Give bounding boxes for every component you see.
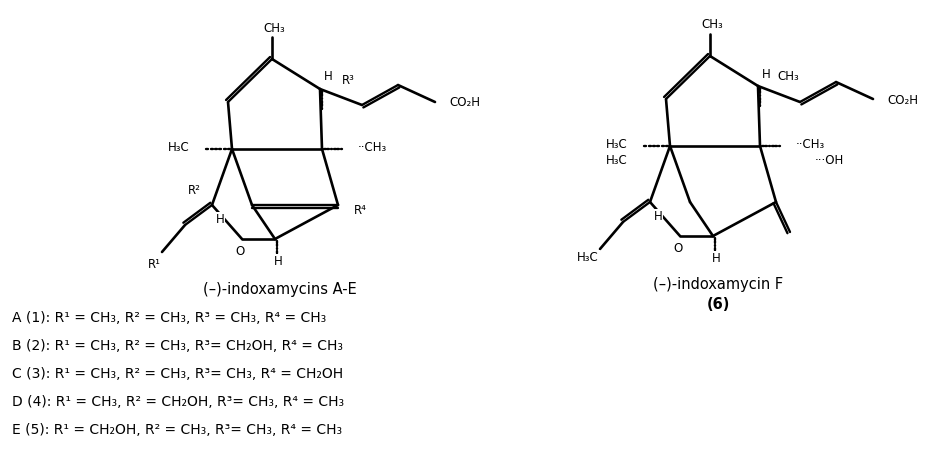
Text: R²: R² — [188, 184, 200, 197]
Text: (–)-indoxamycin F: (–)-indoxamycin F — [653, 277, 784, 292]
Text: CH₃: CH₃ — [263, 22, 285, 34]
Text: A (1): R¹ = CH₃, R² = CH₃, R³ = CH₃, R⁴ = CH₃: A (1): R¹ = CH₃, R² = CH₃, R³ = CH₃, R⁴ … — [12, 310, 326, 325]
Text: H₃C: H₃C — [168, 141, 190, 154]
Text: H₃C: H₃C — [606, 154, 628, 167]
Text: H: H — [324, 70, 332, 84]
Text: H: H — [216, 213, 224, 226]
Text: H: H — [654, 210, 662, 223]
Text: R¹: R¹ — [148, 258, 161, 271]
Text: E (5): R¹ = CH₂OH, R² = CH₃, R³= CH₃, R⁴ = CH₃: E (5): R¹ = CH₂OH, R² = CH₃, R³= CH₃, R⁴… — [12, 422, 342, 436]
Text: H: H — [712, 252, 720, 265]
Text: D (4): R¹ = CH₃, R² = CH₂OH, R³= CH₃, R⁴ = CH₃: D (4): R¹ = CH₃, R² = CH₂OH, R³= CH₃, R⁴… — [12, 394, 344, 408]
Text: C (3): R¹ = CH₃, R² = CH₃, R³= CH₃, R⁴ = CH₂OH: C (3): R¹ = CH₃, R² = CH₃, R³= CH₃, R⁴ =… — [12, 366, 343, 380]
Text: ··CH₃: ··CH₃ — [796, 138, 826, 151]
Text: H₃C: H₃C — [577, 251, 599, 264]
Text: CO₂H: CO₂H — [887, 93, 918, 106]
Text: ··CH₃: ··CH₃ — [358, 141, 387, 154]
Text: R³: R³ — [341, 73, 354, 86]
Text: R⁴: R⁴ — [353, 204, 367, 217]
Text: H: H — [274, 255, 282, 268]
Text: O: O — [236, 245, 245, 258]
Text: B (2): R¹ = CH₃, R² = CH₃, R³= CH₂OH, R⁴ = CH₃: B (2): R¹ = CH₃, R² = CH₃, R³= CH₂OH, R⁴… — [12, 338, 343, 352]
Text: O: O — [673, 242, 683, 255]
Text: H: H — [762, 67, 770, 80]
Text: CH₃: CH₃ — [777, 70, 798, 84]
Text: (–)-indoxamycins A-E: (–)-indoxamycins A-E — [203, 282, 357, 297]
Text: ···OH: ···OH — [815, 154, 844, 167]
Text: CO₂H: CO₂H — [450, 96, 481, 109]
Text: H₃C: H₃C — [606, 138, 628, 151]
Text: (6): (6) — [706, 297, 729, 312]
Text: CH₃: CH₃ — [701, 18, 723, 31]
